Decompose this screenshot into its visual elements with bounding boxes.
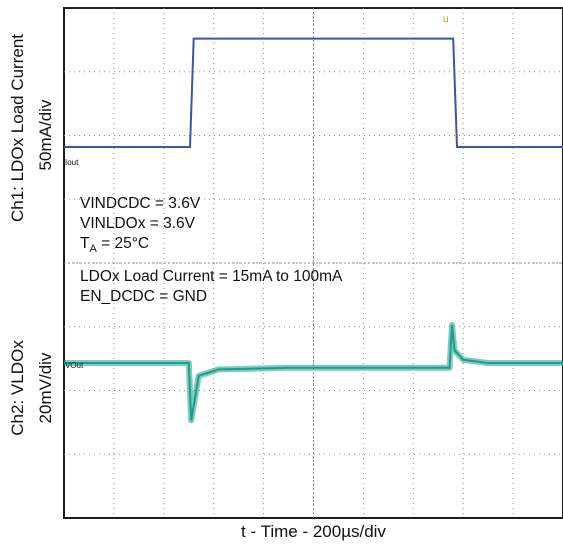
x-axis-label: t - Time - 200µs/div	[241, 522, 386, 541]
annotation-ta: TA = 25°C	[80, 235, 150, 256]
annotation-en-dcdc: EN_DCDC = GND	[80, 288, 208, 305]
ch2-scale-label: 20mV/div	[36, 352, 55, 424]
annotation-vindcdc: VINDCDC = 3.6V	[80, 195, 201, 212]
ch2-trace	[64, 324, 563, 421]
grid	[64, 8, 563, 518]
ch1-trace-marker: Iout	[65, 158, 79, 167]
annotation-vinldox: VINLDOx = 3.6V	[80, 215, 196, 232]
ch1-axis-label: Ch1: LDOx Load Current	[8, 33, 27, 223]
ch1-scale-label: 50mA/div	[36, 99, 55, 171]
ch2-axis-label: Ch2: VLDOx	[8, 340, 27, 436]
annotation-load-current: LDOx Load Current = 15mA to 100mA	[80, 268, 343, 285]
ch1-trace	[64, 37, 563, 148]
ch2-trace-marker: VOut	[65, 361, 84, 370]
trigger-marker: u	[443, 14, 449, 25]
traces	[64, 37, 563, 424]
